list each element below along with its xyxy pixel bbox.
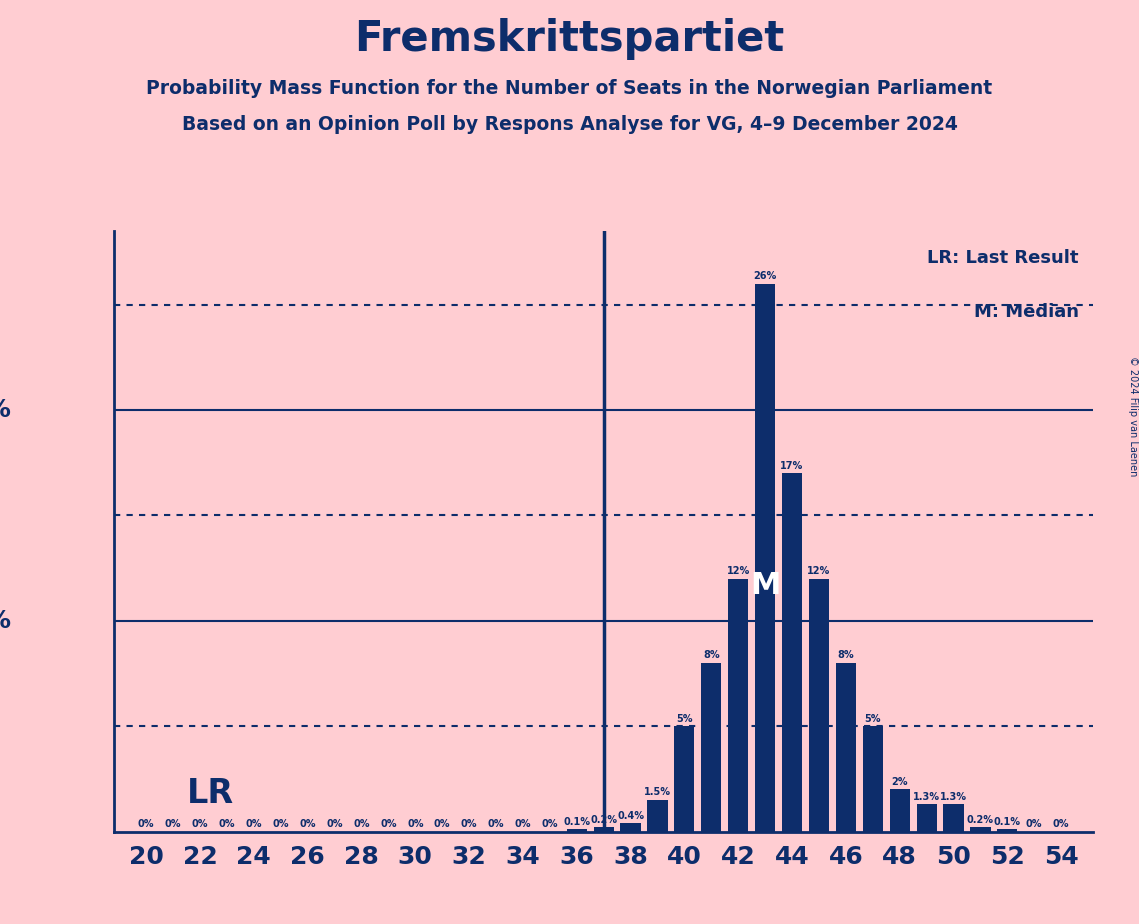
Bar	[567, 830, 587, 832]
Text: 0%: 0%	[138, 819, 155, 829]
Bar	[702, 663, 721, 832]
Bar	[917, 804, 936, 832]
Text: Based on an Opinion Poll by Respons Analyse for VG, 4–9 December 2024: Based on an Opinion Poll by Respons Anal…	[181, 116, 958, 135]
Text: Fremskrittspartiet: Fremskrittspartiet	[354, 18, 785, 60]
Bar	[755, 284, 776, 832]
Text: © 2024 Filip van Laenen: © 2024 Filip van Laenen	[1129, 356, 1138, 476]
Text: 8%: 8%	[703, 650, 720, 661]
Text: 0%: 0%	[515, 819, 531, 829]
Text: 0%: 0%	[434, 819, 450, 829]
Text: 0%: 0%	[353, 819, 370, 829]
Text: 1.3%: 1.3%	[940, 792, 967, 802]
Text: 5%: 5%	[865, 713, 882, 723]
Bar	[647, 800, 667, 832]
Text: 26%: 26%	[754, 271, 777, 281]
Text: 12%: 12%	[808, 566, 830, 577]
Text: 0%: 0%	[246, 819, 262, 829]
Text: 20%: 20%	[0, 398, 11, 422]
Bar	[621, 823, 640, 832]
Bar	[674, 726, 695, 832]
Text: 0%: 0%	[326, 819, 343, 829]
Text: 0%: 0%	[165, 819, 181, 829]
Text: Probability Mass Function for the Number of Seats in the Norwegian Parliament: Probability Mass Function for the Number…	[147, 79, 992, 98]
Bar	[970, 827, 991, 832]
Bar	[728, 578, 748, 832]
Bar	[809, 578, 829, 832]
Text: 17%: 17%	[780, 461, 804, 471]
Bar	[836, 663, 855, 832]
Text: 0%: 0%	[300, 819, 316, 829]
Text: 1.5%: 1.5%	[644, 787, 671, 797]
Text: 0%: 0%	[542, 819, 558, 829]
Text: 0%: 0%	[272, 819, 289, 829]
Text: M: Median: M: Median	[974, 303, 1079, 321]
Text: 12%: 12%	[727, 566, 749, 577]
Text: 0.2%: 0.2%	[967, 815, 994, 825]
Text: 2%: 2%	[892, 777, 908, 787]
Text: 0%: 0%	[380, 819, 396, 829]
Text: 0.1%: 0.1%	[994, 817, 1021, 827]
Text: M: M	[749, 570, 780, 600]
Text: 0%: 0%	[487, 819, 505, 829]
Bar	[593, 827, 614, 832]
Text: 0%: 0%	[407, 819, 424, 829]
Bar	[890, 789, 910, 832]
Text: 0%: 0%	[1052, 819, 1070, 829]
Text: 0.4%: 0.4%	[617, 810, 644, 821]
Text: 8%: 8%	[837, 650, 854, 661]
Text: LR: LR	[187, 777, 233, 810]
Text: 1.3%: 1.3%	[913, 792, 940, 802]
Bar	[782, 473, 802, 832]
Text: 0%: 0%	[461, 819, 477, 829]
Text: 0%: 0%	[219, 819, 235, 829]
Text: 0%: 0%	[191, 819, 208, 829]
Bar	[998, 830, 1017, 832]
Text: 0.1%: 0.1%	[564, 817, 590, 827]
Text: 0.2%: 0.2%	[590, 815, 617, 825]
Text: 0%: 0%	[1026, 819, 1042, 829]
Text: 5%: 5%	[677, 713, 693, 723]
Bar	[862, 726, 883, 832]
Text: LR: Last Result: LR: Last Result	[927, 249, 1079, 267]
Text: 10%: 10%	[0, 609, 11, 633]
Bar	[943, 804, 964, 832]
